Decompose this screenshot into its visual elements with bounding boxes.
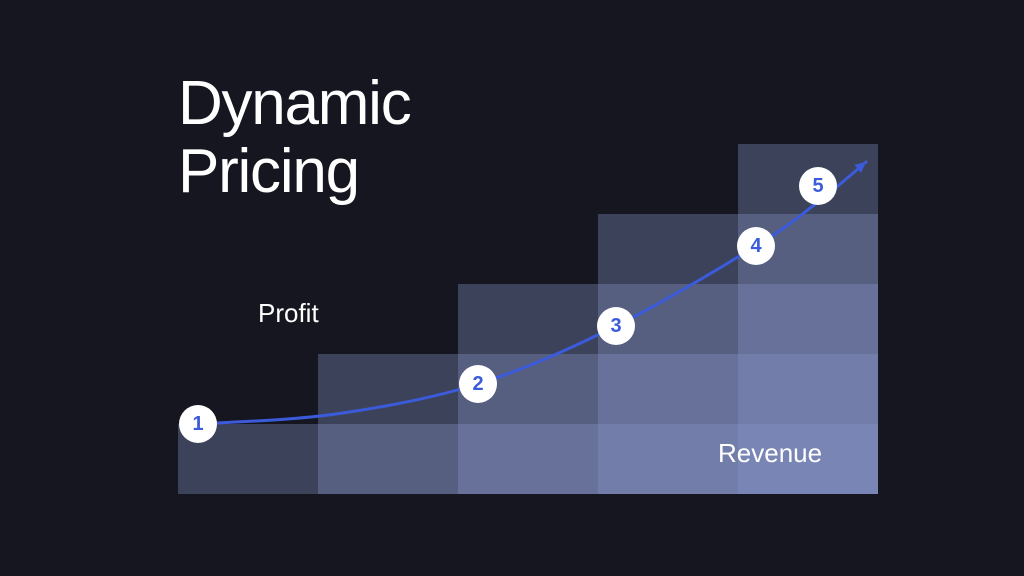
step-marker: 5 xyxy=(799,167,837,205)
step-marker: 1 xyxy=(179,405,217,443)
step-marker: 4 xyxy=(737,227,775,265)
revenue-label: Revenue xyxy=(718,438,822,469)
step-marker-label: 5 xyxy=(812,175,823,198)
step-marker-label: 3 xyxy=(610,315,621,338)
infographic-canvas: Dynamic Pricing 12345 Profit Revenue xyxy=(0,0,1024,576)
step-marker: 2 xyxy=(459,365,497,403)
profit-label: Profit xyxy=(258,298,319,329)
profit-curve xyxy=(178,94,878,494)
curve-path xyxy=(198,162,866,424)
step-marker-label: 2 xyxy=(472,373,483,396)
step-marker-label: 4 xyxy=(750,235,761,258)
step-chart: 1 2 3 4 5 xyxy=(178,94,878,494)
step-marker-label: 1 xyxy=(192,413,203,436)
step-marker: 3 xyxy=(597,307,635,345)
